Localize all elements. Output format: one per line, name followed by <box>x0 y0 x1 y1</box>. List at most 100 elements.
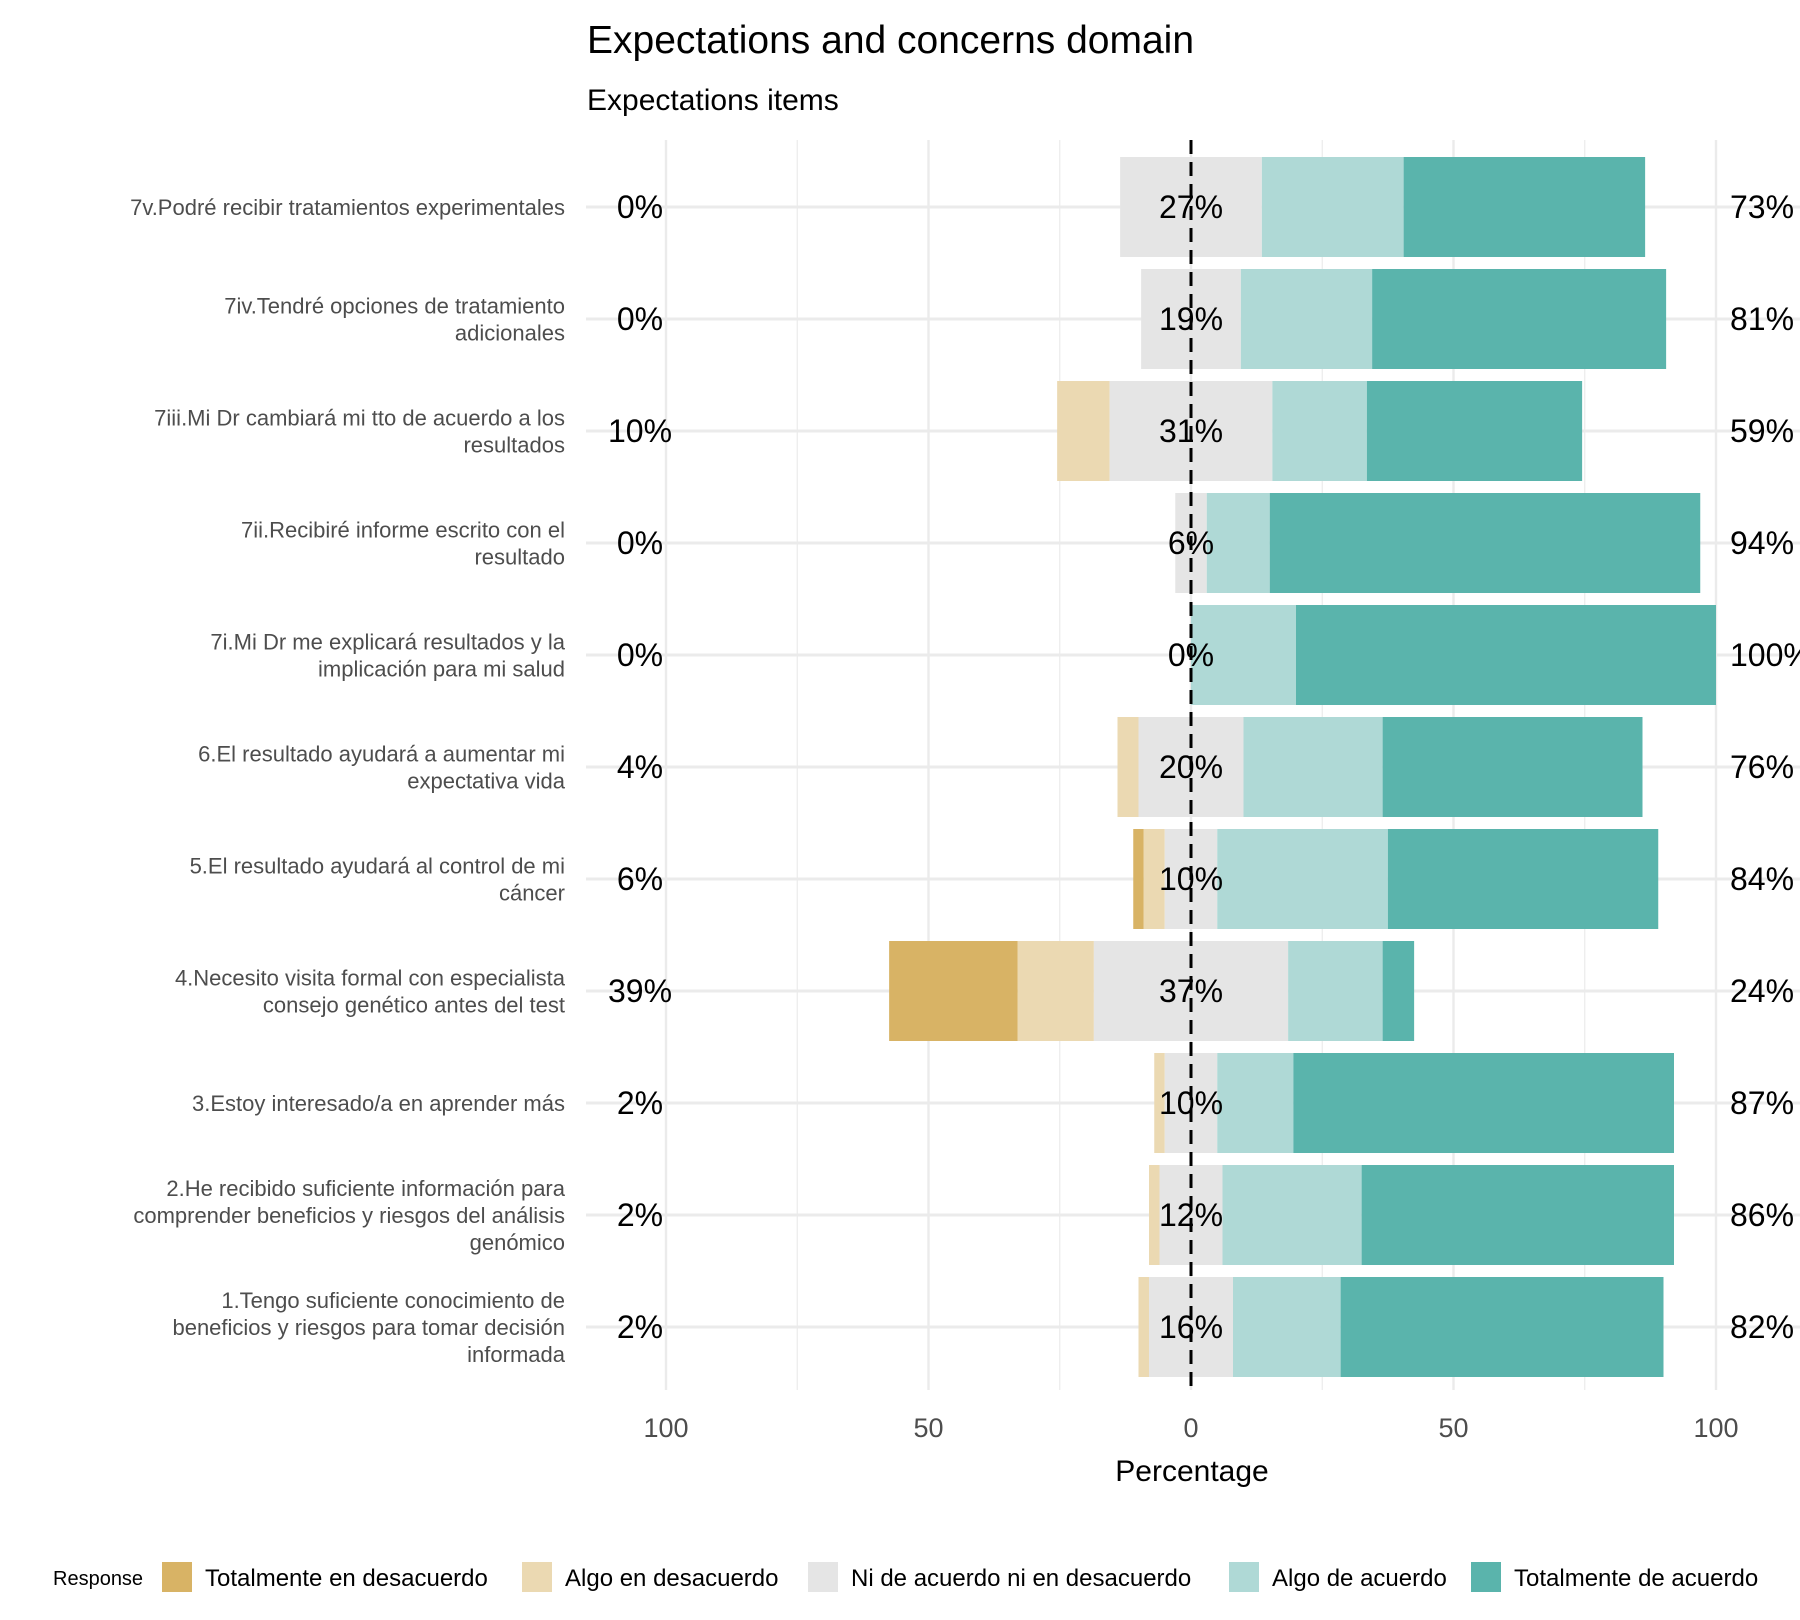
left-pct-6: 6% <box>617 861 663 897</box>
legend-label-2: Ni de acuerdo ni en desacuerdo <box>851 1565 1191 1592</box>
item-label-10: 1.Tengo suficiente conocimiento de benefi… <box>172 1288 565 1367</box>
bar-row-5-seg-1 <box>1117 717 1139 817</box>
bar-row-7-seg-1 <box>1017 941 1094 1041</box>
item-label-10-line-2: informada <box>467 1342 566 1367</box>
item-label-9: 2.He recibido suficiente información par… <box>133 1176 565 1255</box>
item-label-5: 6.El resultado ayudará a aumentar mi expe… <box>198 742 566 794</box>
bar-row-7-seg-3 <box>1288 941 1383 1041</box>
x-tick-label-4: 100 <box>1693 1413 1738 1443</box>
left-pct-2: 10% <box>608 413 672 449</box>
legend-label-4: Totalmente de acuerdo <box>1514 1565 1758 1592</box>
item-label-5-line-1: expectativa vida <box>407 769 566 794</box>
item-label-6: 5.El resultado ayudará al control de mi c… <box>190 854 565 906</box>
item-label-1-line-0: 7iv.Tendré opciones de tratamiento <box>224 294 565 319</box>
right-pct-1: 81% <box>1730 301 1794 337</box>
bar-row-8-seg-4 <box>1293 1053 1674 1153</box>
legend-label-0: Totalmente en desacuerdo <box>205 1565 488 1592</box>
neutral-pct-7: 37% <box>1159 973 1223 1009</box>
neutral-pct-9: 12% <box>1159 1197 1223 1233</box>
left-pct-7: 39% <box>608 973 672 1009</box>
item-label-8: 3.Estoy interesado/a en aprender más <box>192 1091 565 1116</box>
item-label-9-line-0: 2.He recibido suficiente información par… <box>166 1176 565 1201</box>
right-pct-0: 73% <box>1730 189 1794 225</box>
bar-row-6-seg-0 <box>1133 829 1144 929</box>
left-pct-10: 2% <box>617 1309 663 1345</box>
bar-row-10-seg-1 <box>1138 1277 1149 1377</box>
item-label-2-line-1: resultados <box>463 433 565 458</box>
item-label-10-line-1: beneficios y riesgos para tomar decisión <box>172 1315 565 1340</box>
neutral-pct-8: 10% <box>1159 1085 1223 1121</box>
legend-swatch-4 <box>1471 1562 1501 1592</box>
item-label-7-line-1: consejo genético antes del test <box>263 993 565 1018</box>
bar-row-2-seg-4 <box>1366 381 1583 481</box>
bar-row-9-seg-1 <box>1149 1165 1160 1265</box>
item-label-5-line-0: 6.El resultado ayudará a aumentar mi <box>198 742 565 767</box>
bar-row-6-seg-4 <box>1387 829 1659 929</box>
item-label-2-line-0: 7iii.Mi Dr cambiará mi tto de acuerdo a … <box>154 406 565 431</box>
x-axis-title: Percentage <box>1115 1455 1268 1488</box>
legend: Response Totalmente en desacuerdo Algo en… <box>53 1562 1758 1592</box>
item-label-2: 7iii.Mi Dr cambiará mi tto de acuerdo a … <box>154 406 565 458</box>
bar-row-4-seg-3 <box>1191 605 1296 705</box>
item-label-10-line-0: 1.Tengo suficiente conocimiento de <box>221 1288 565 1313</box>
bar-row-5-seg-4 <box>1382 717 1643 817</box>
item-label-0-line-0: 7v.Podré recibir tratamientos experiment… <box>130 195 565 220</box>
bar-row-8-seg-1 <box>1154 1053 1165 1153</box>
left-pct-1: 0% <box>617 301 663 337</box>
item-label-9-line-1: comprender beneficios y riesgos del anál… <box>133 1203 565 1228</box>
neutral-pct-0: 27% <box>1159 189 1223 225</box>
bar-row-10-seg-3 <box>1233 1277 1341 1377</box>
x-tick-label-2: 0 <box>1183 1413 1198 1443</box>
item-label-6-line-1: cáncer <box>499 881 565 906</box>
neutral-pct-5: 20% <box>1159 749 1223 785</box>
item-label-3-line-1: resultado <box>474 545 565 570</box>
bar-row-6-seg-1 <box>1143 829 1165 929</box>
right-pct-9: 86% <box>1730 1197 1794 1233</box>
bars <box>889 157 1716 1377</box>
legend-swatch-1 <box>522 1562 552 1592</box>
legend-swatch-0 <box>162 1562 192 1592</box>
bar-row-2-seg-3 <box>1272 381 1367 481</box>
bar-row-0-seg-4 <box>1403 157 1646 257</box>
bar-row-5-seg-3 <box>1243 717 1383 817</box>
item-label-9-line-2: genómico <box>470 1230 565 1255</box>
left-pct-0: 0% <box>617 189 663 225</box>
item-label-4: 7i.Mi Dr me explicará resultados y la imp… <box>210 630 565 682</box>
item-label-4-line-0: 7i.Mi Dr me explicará resultados y la <box>210 630 565 655</box>
bar-row-6-seg-3 <box>1217 829 1388 929</box>
neutral-pct-3: 6% <box>1168 525 1214 561</box>
item-label-4-line-1: implicación para mi salud <box>318 657 565 682</box>
legend-title: Response <box>53 1568 143 1590</box>
right-pct-7: 24% <box>1730 973 1794 1009</box>
item-labels: 7v.Podré recibir tratamientos experiment… <box>130 195 566 1367</box>
percentage-labels: 0% 27% 73% 0% 19% 81% 10% 31% 59% 0% 6% 94% 0% 0% 100%… <box>608 189 1800 1345</box>
neutral-pct-10: 16% <box>1159 1309 1223 1345</box>
legend-swatch-3 <box>1229 1562 1259 1592</box>
left-pct-4: 0% <box>617 637 663 673</box>
item-label-8-line-0: 3.Estoy interesado/a en aprender más <box>192 1091 565 1116</box>
left-pct-9: 2% <box>617 1197 663 1233</box>
left-pct-3: 0% <box>617 525 663 561</box>
right-pct-8: 87% <box>1730 1085 1794 1121</box>
item-label-6-line-0: 5.El resultado ayudará al control de mi <box>190 854 565 879</box>
x-axis-ticks: 100 50 0 50 100 <box>643 1413 1738 1443</box>
bar-row-7-seg-4 <box>1382 941 1415 1041</box>
x-tick-label-3: 50 <box>1438 1413 1468 1443</box>
item-label-1: 7iv.Tendré opciones de tratamiento adicio… <box>224 294 565 346</box>
bar-row-9-seg-4 <box>1361 1165 1674 1265</box>
bar-row-9-seg-3 <box>1222 1165 1362 1265</box>
right-pct-3: 94% <box>1730 525 1794 561</box>
item-label-7-line-0: 4.Necesito visita formal con especialist… <box>175 966 566 991</box>
right-pct-10: 82% <box>1730 1309 1794 1345</box>
bar-row-1-seg-3 <box>1240 269 1373 369</box>
right-pct-2: 59% <box>1730 413 1794 449</box>
item-label-0: 7v.Podré recibir tratamientos experiment… <box>130 195 565 220</box>
bar-row-2-seg-1 <box>1057 381 1110 481</box>
item-label-3-line-0: 7ii.Recibiré informe escrito con el <box>241 518 565 543</box>
right-pct-5: 76% <box>1730 749 1794 785</box>
x-tick-label-1: 50 <box>913 1413 943 1443</box>
chart-title: Expectations and concerns domain <box>587 19 1194 62</box>
legend-swatch-2 <box>808 1562 838 1592</box>
bar-row-7-seg-0 <box>889 941 1018 1041</box>
